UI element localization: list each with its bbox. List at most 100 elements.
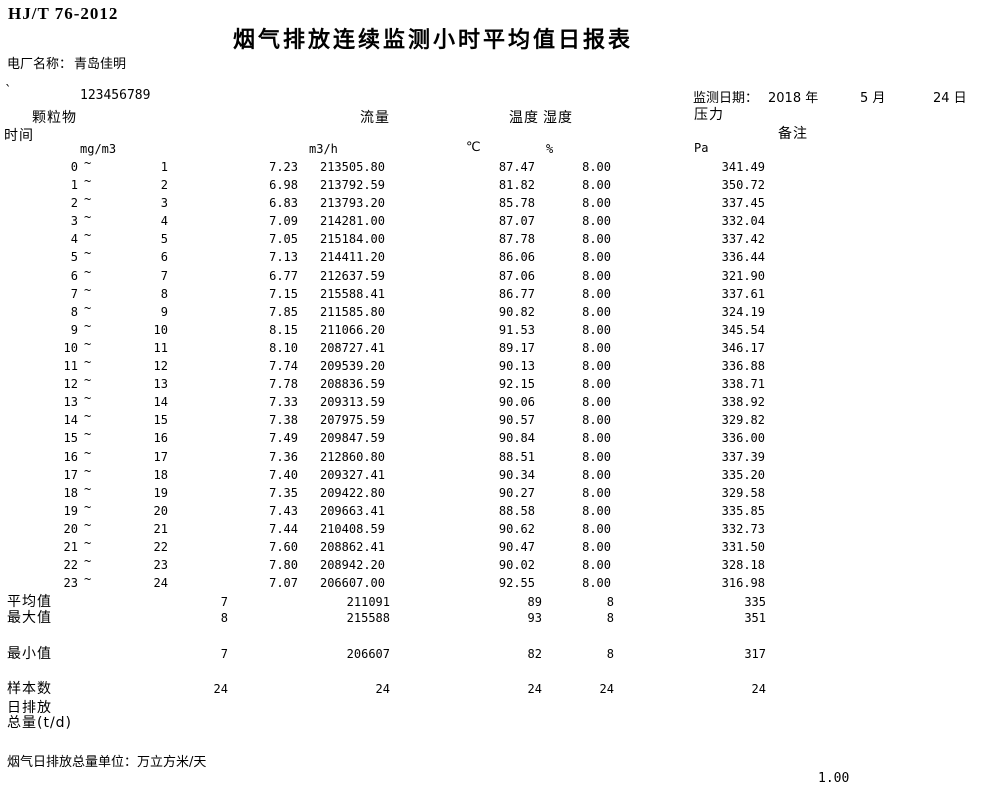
plant-name-label: 电厂名称： bbox=[7, 57, 73, 72]
summary-row: 最小值 7 206607 82 8 317 bbox=[0, 646, 985, 662]
flow-value: 215184.00 bbox=[319, 232, 385, 247]
flow-value: 213505.80 bbox=[319, 160, 385, 174]
temp-value: 91.53 bbox=[498, 322, 535, 337]
hour-to: 20 bbox=[153, 503, 168, 518]
flow-value: 207975.59 bbox=[319, 413, 385, 428]
dust-value: 7.60 bbox=[269, 539, 298, 554]
table-row: 23 ~ 24 7.07 206607.00 92.55 8.00 316.98 bbox=[0, 572, 985, 592]
table-row: 11 ~ 12 7.74 209539.20 90.13 8.00 336.88 bbox=[0, 355, 985, 375]
unit-flow: m3/h bbox=[309, 142, 338, 156]
summary-dust-value: 8 bbox=[220, 611, 228, 625]
temp-value: 92.55 bbox=[498, 576, 535, 591]
pressure-value: 332.04 bbox=[721, 214, 765, 229]
summary-temp-value: 93 bbox=[527, 611, 542, 625]
dust-value: 7.80 bbox=[269, 558, 298, 573]
unit-dust: mg/m3 bbox=[80, 142, 117, 156]
humidity-value: 8.00 bbox=[582, 250, 611, 265]
humidity-value: 8.00 bbox=[582, 558, 611, 573]
hour-to: 7 bbox=[160, 268, 168, 283]
flow-value: 213793.20 bbox=[319, 196, 385, 211]
pressure-value: 332.73 bbox=[721, 521, 765, 536]
summary-flow-value: 211091 bbox=[346, 595, 390, 609]
temp-value: 90.02 bbox=[498, 558, 535, 573]
summary-pressure-value: 317 bbox=[744, 647, 766, 661]
summary-flow-value: 24 bbox=[375, 682, 390, 696]
summary-dust-value: 7 bbox=[220, 647, 228, 661]
tilde-separator: ~ bbox=[84, 373, 92, 388]
pressure-value: 329.82 bbox=[721, 413, 765, 428]
pressure-value: 341.49 bbox=[721, 160, 765, 174]
tilde-separator: ~ bbox=[84, 391, 92, 406]
hour-from: 21 bbox=[63, 539, 78, 554]
flow-value: 212860.80 bbox=[319, 449, 385, 464]
tilde-separator: ~ bbox=[84, 336, 92, 351]
summary-row: 最大值 8 215588 93 8 351 bbox=[0, 610, 985, 626]
humidity-value: 8.00 bbox=[582, 214, 611, 229]
hour-from: 22 bbox=[63, 558, 78, 573]
hour-to: 18 bbox=[153, 467, 168, 482]
serial-number: 123456789 bbox=[80, 88, 151, 103]
temp-value: 88.51 bbox=[498, 449, 535, 464]
dust-value: 7.36 bbox=[269, 449, 298, 464]
dust-value: 7.49 bbox=[269, 431, 298, 446]
hour-from: 0 bbox=[70, 160, 78, 174]
humidity-value: 8.00 bbox=[582, 340, 611, 355]
temp-value: 86.77 bbox=[498, 286, 535, 301]
flow-value: 209539.20 bbox=[319, 359, 385, 374]
tick-mark: ` bbox=[5, 84, 12, 99]
monitor-date-year: 2018 年 bbox=[768, 91, 819, 106]
humidity-value: 8.00 bbox=[582, 503, 611, 518]
table-row: 13 ~ 14 7.33 209313.59 90.06 8.00 338.92 bbox=[0, 391, 985, 411]
table-row: 21 ~ 22 7.60 208862.41 90.47 8.00 331.50 bbox=[0, 536, 985, 556]
summary-label: 平均值 bbox=[7, 594, 52, 610]
dust-value: 8.10 bbox=[269, 340, 298, 355]
temp-value: 90.47 bbox=[498, 539, 535, 554]
table-row: 18 ~ 19 7.35 209422.80 90.27 8.00 329.58 bbox=[0, 482, 985, 502]
page-number: 1.00 bbox=[818, 771, 850, 786]
hour-to: 9 bbox=[160, 304, 168, 319]
summary-pressure-value: 335 bbox=[744, 595, 766, 609]
hour-to: 15 bbox=[153, 413, 168, 428]
dust-value: 6.98 bbox=[269, 178, 298, 193]
hour-from: 14 bbox=[63, 413, 78, 428]
pressure-value: 324.19 bbox=[721, 304, 765, 319]
tilde-separator: ~ bbox=[84, 228, 92, 243]
column-header-dust: 颗粒物 bbox=[32, 110, 77, 126]
tilde-separator: ~ bbox=[84, 463, 92, 478]
dust-value: 6.83 bbox=[269, 196, 298, 211]
hour-from: 15 bbox=[63, 431, 78, 446]
pressure-value: 345.54 bbox=[721, 322, 765, 337]
pressure-value: 335.20 bbox=[721, 467, 765, 482]
flow-value: 215588.41 bbox=[319, 286, 385, 301]
hour-from: 16 bbox=[63, 449, 78, 464]
dust-value: 7.23 bbox=[269, 160, 298, 174]
tilde-separator: ~ bbox=[84, 572, 92, 587]
hour-to: 2 bbox=[160, 178, 168, 193]
temp-value: 87.47 bbox=[498, 160, 535, 174]
pressure-value: 338.71 bbox=[721, 377, 765, 392]
table-row: 3 ~ 4 7.09 214281.00 87.07 8.00 332.04 bbox=[0, 210, 985, 230]
table-row: 14 ~ 15 7.38 207975.59 90.57 8.00 329.82 bbox=[0, 409, 985, 429]
flow-value: 211585.80 bbox=[319, 304, 385, 319]
pressure-value: 328.18 bbox=[721, 558, 765, 573]
hour-from: 4 bbox=[70, 232, 78, 247]
table-row: 16 ~ 17 7.36 212860.80 88.51 8.00 337.39 bbox=[0, 446, 985, 466]
dust-value: 7.15 bbox=[269, 286, 298, 301]
summary-temp-value: 24 bbox=[527, 682, 542, 696]
pressure-value: 337.42 bbox=[721, 232, 765, 247]
flow-value: 206607.00 bbox=[319, 576, 385, 591]
hour-from: 23 bbox=[63, 576, 78, 591]
temp-value: 86.06 bbox=[498, 250, 535, 265]
humidity-value: 8.00 bbox=[582, 160, 611, 174]
flow-value: 208942.20 bbox=[319, 558, 385, 573]
humidity-value: 8.00 bbox=[582, 521, 611, 536]
hour-from: 19 bbox=[63, 503, 78, 518]
hour-from: 13 bbox=[63, 395, 78, 410]
table-row: 22 ~ 23 7.80 208942.20 90.02 8.00 328.18 bbox=[0, 554, 985, 574]
flow-value: 214281.00 bbox=[319, 214, 385, 229]
humidity-value: 8.00 bbox=[582, 539, 611, 554]
summary-temp-value: 89 bbox=[527, 595, 542, 609]
humidity-value: 8.00 bbox=[582, 449, 611, 464]
hour-to: 14 bbox=[153, 395, 168, 410]
